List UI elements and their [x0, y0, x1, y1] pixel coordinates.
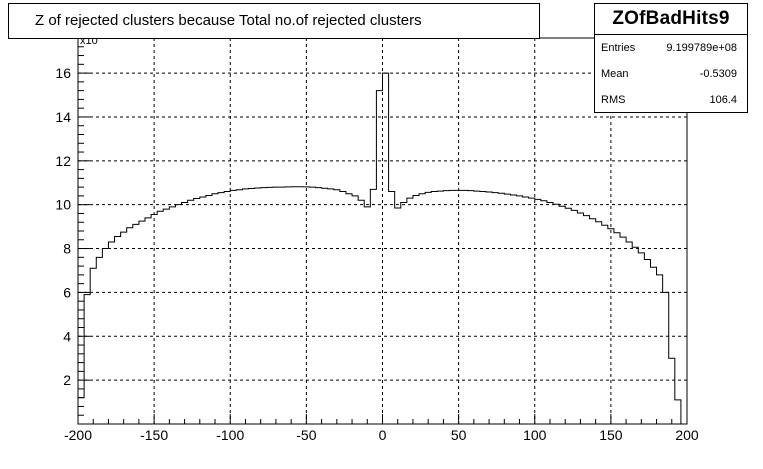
stats-box: ZOfBadHits9 Entries 9.199789e+08 Mean -0… — [594, 3, 748, 113]
stats-key: Mean — [601, 68, 629, 80]
y-tick-label: 8 — [63, 241, 71, 257]
chart-title: Z of rejected clusters because Total no.… — [8, 3, 540, 39]
stats-value: -0.5309 — [699, 68, 737, 80]
histogram-outline — [77, 72, 687, 425]
stats-value: 106.4 — [709, 94, 737, 106]
stats-row-mean: Mean -0.5309 — [595, 61, 747, 87]
stats-value: 9.199789e+08 — [666, 42, 737, 54]
y-tick-label: 14 — [55, 109, 71, 125]
chart-title-text: Z of rejected clusters because Total no.… — [35, 12, 422, 29]
x-tick-label: 100 — [523, 427, 547, 443]
x-tick-label: 0 — [379, 427, 387, 443]
grid-lines — [78, 38, 687, 424]
axis-ticks: -200 -150 -100 -50 0 50 100 150 200 2 4 6 8 10 12 14 16 — [55, 46, 699, 443]
x-tick-label: -200 — [64, 427, 92, 443]
y-tick-label: 6 — [63, 284, 71, 300]
stats-key: Entries — [601, 42, 636, 54]
y-tick-label: 4 — [63, 328, 71, 344]
y-tick-label: 16 — [55, 65, 71, 81]
stats-key: RMS — [601, 94, 626, 106]
stats-row-rms: RMS 106.4 — [595, 87, 747, 113]
y-tick-label: 12 — [55, 153, 71, 169]
x-tick-label: -150 — [140, 427, 168, 443]
stats-name: ZOfBadHits9 — [595, 4, 747, 35]
x-tick-label: -100 — [216, 427, 244, 443]
x-tick-label: 150 — [599, 427, 623, 443]
x-tick-label: 200 — [675, 427, 699, 443]
y-tick-label: 2 — [63, 372, 71, 388]
x-tick-label: -50 — [296, 427, 316, 443]
y-tick-label: 10 — [55, 197, 71, 213]
stats-row-entries: Entries 9.199789e+08 — [595, 35, 747, 61]
x-tick-label: 50 — [451, 427, 467, 443]
